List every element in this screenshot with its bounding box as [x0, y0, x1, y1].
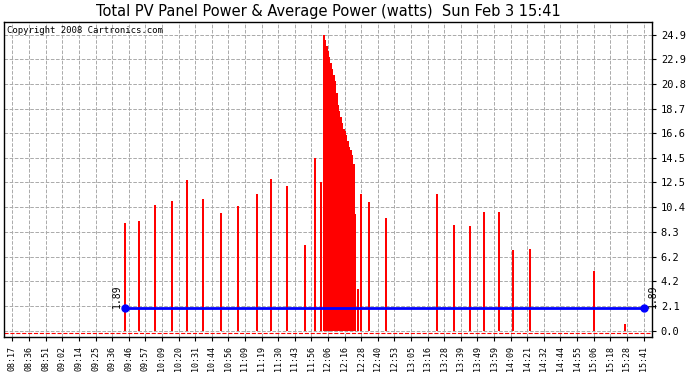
Bar	[323, 35, 325, 331]
Bar	[326, 45, 328, 331]
Text: 1.89: 1.89	[112, 284, 121, 308]
Bar	[154, 205, 155, 331]
Bar	[368, 202, 371, 331]
Bar	[256, 194, 258, 331]
Bar	[437, 194, 438, 331]
Bar	[237, 206, 239, 331]
Bar	[186, 180, 188, 331]
Bar	[354, 214, 356, 331]
Bar	[327, 51, 329, 331]
Title: Total PV Panel Power & Average Power (watts)  Sun Feb 3 15:41: Total PV Panel Power & Average Power (wa…	[96, 4, 560, 19]
Bar	[353, 164, 355, 331]
Bar	[331, 69, 333, 331]
Bar	[335, 93, 337, 331]
Bar	[324, 39, 326, 331]
Bar	[344, 131, 346, 331]
Bar	[483, 212, 485, 331]
Bar	[339, 117, 342, 331]
Bar	[328, 57, 331, 331]
Bar	[512, 250, 514, 331]
Bar	[138, 222, 140, 331]
Bar	[453, 225, 455, 331]
Bar	[314, 159, 316, 331]
Bar	[334, 81, 336, 331]
Bar	[529, 249, 531, 331]
Bar	[624, 324, 626, 331]
Bar	[341, 123, 343, 331]
Bar	[330, 63, 332, 331]
Bar	[270, 178, 272, 331]
Text: 1.89: 1.89	[648, 284, 658, 308]
Bar	[359, 194, 362, 331]
Bar	[338, 111, 340, 331]
Bar	[347, 141, 349, 331]
Bar	[286, 186, 288, 331]
Bar	[385, 218, 387, 331]
Bar	[202, 199, 204, 331]
Bar	[304, 245, 306, 331]
Bar	[124, 223, 126, 331]
Bar	[333, 75, 335, 331]
Bar	[350, 150, 352, 331]
Bar	[170, 201, 172, 331]
Bar	[337, 105, 339, 331]
Bar	[220, 213, 222, 331]
Text: Copyright 2008 Cartronics.com: Copyright 2008 Cartronics.com	[8, 27, 164, 36]
Bar	[469, 226, 471, 331]
Bar	[351, 155, 353, 331]
Bar	[593, 272, 595, 331]
Bar	[343, 129, 344, 331]
Bar	[497, 212, 500, 331]
Bar	[346, 135, 348, 331]
Bar	[348, 147, 351, 331]
Bar	[320, 182, 322, 331]
Bar	[357, 289, 359, 331]
